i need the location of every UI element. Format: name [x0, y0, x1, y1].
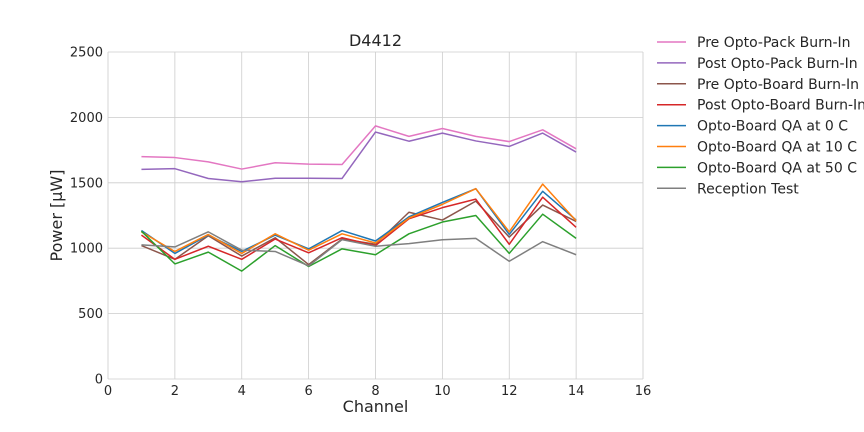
legend-entry: Pre Opto-Pack Burn-In — [697, 35, 851, 51]
y-tick-label: 2000 — [70, 111, 103, 126]
legend: Pre Opto-Pack Burn-In Post Opto-Pack Burn… — [657, 35, 864, 197]
legend-entry: Post Opto-Board Burn-In — [697, 98, 864, 114]
y-tick-label: 1000 — [70, 242, 103, 257]
x-tick-label: 0 — [104, 384, 112, 399]
series-line — [141, 125, 577, 170]
y-axis-label: Power [μW] — [47, 170, 66, 262]
series-line — [141, 196, 577, 261]
x-tick-label: 8 — [371, 384, 379, 399]
x-tick-label: 10 — [434, 384, 451, 399]
x-tick-label: 4 — [238, 384, 246, 399]
legend-entry: Opto-Board QA at 50 C — [697, 160, 857, 176]
x-tick-label: 12 — [501, 384, 518, 399]
series-line — [140, 213, 577, 272]
series-line — [141, 231, 577, 267]
grid-lines — [107, 51, 644, 380]
x-tick-label: 14 — [568, 384, 585, 399]
y-tick-label: 2500 — [70, 46, 103, 61]
x-tick-label: 6 — [304, 384, 312, 399]
legend-entry: Post Opto-Pack Burn-In — [697, 56, 858, 72]
legend-entry: Opto-Board QA at 10 C — [697, 140, 857, 156]
series-lines — [140, 125, 577, 272]
x-tick-labels: 0 2 4 6 8 10 12 14 16 — [104, 384, 651, 399]
y-tick-label: 500 — [78, 307, 103, 322]
series-line — [141, 131, 577, 183]
x-tick-label: 16 — [635, 384, 652, 399]
legend-entry: Opto-Board QA at 0 C — [697, 119, 848, 135]
y-tick-labels: 0 500 1000 1500 2000 2500 — [70, 46, 103, 388]
legend-entry: Reception Test — [697, 181, 799, 197]
y-tick-label: 1500 — [70, 176, 103, 191]
series-line — [141, 183, 577, 255]
y-tick-label: 0 — [95, 373, 103, 388]
legend-entry: Pre Opto-Board Burn-In — [697, 77, 859, 93]
x-axis-label: Channel — [343, 397, 409, 416]
x-tick-label: 2 — [171, 384, 179, 399]
chart-title: D4412 — [349, 31, 402, 50]
